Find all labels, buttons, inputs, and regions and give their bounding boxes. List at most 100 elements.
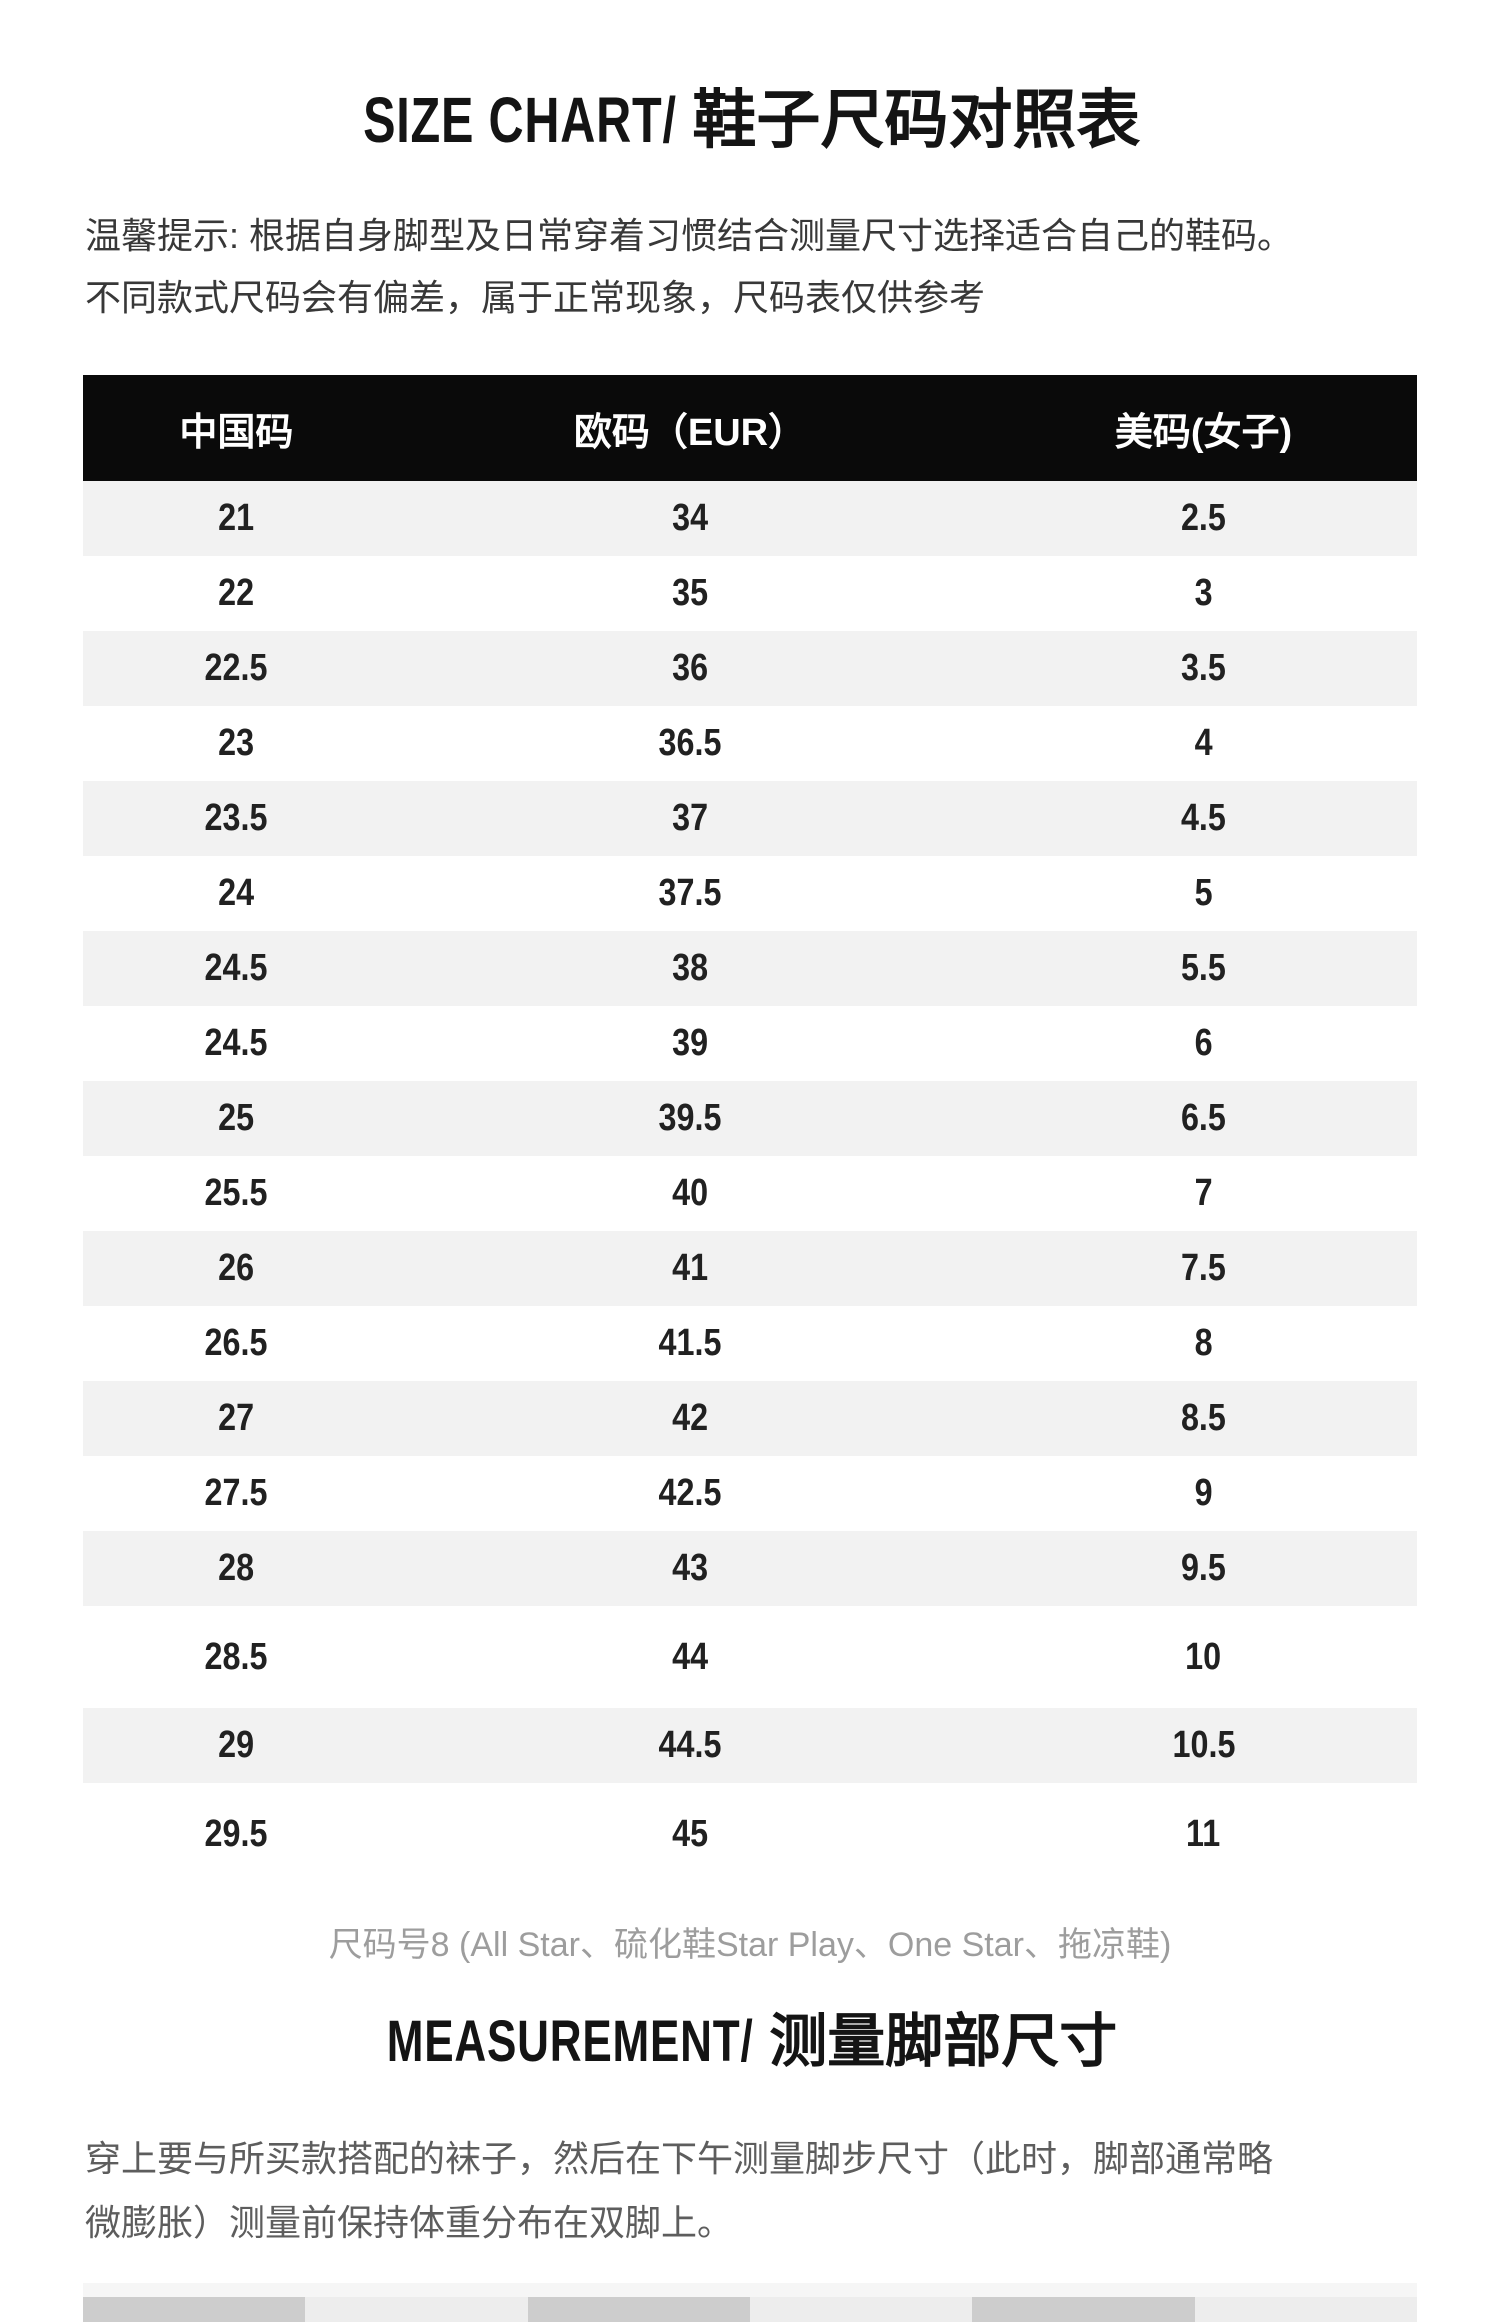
table-cell: 29 — [83, 1724, 390, 1767]
table-cell-value: 7 — [1194, 1172, 1213, 1214]
table-row: 29.5 45 11 — [83, 1783, 1417, 1885]
table-cell-value: 11 — [1186, 1812, 1221, 1855]
measurement-title-chinese: 测量脚部尺寸 — [769, 2009, 1118, 2074]
table-cell-value: 43 — [671, 1547, 708, 1589]
table-row: 22 35 3 — [83, 556, 1417, 631]
table-cell-value: 26 — [218, 1247, 255, 1289]
table-cell-value: 40 — [671, 1172, 708, 1214]
table-cell-value: 24.5 — [204, 947, 268, 989]
table-cell: 41.5 — [390, 1322, 990, 1365]
table-row: 28.5 44 10 — [83, 1606, 1417, 1708]
bottom-table-partial — [83, 2283, 1417, 2322]
table-cell: 27.5 — [83, 1472, 390, 1515]
table-cell-value: 28 — [218, 1547, 255, 1589]
table-cell-value: 7.5 — [1181, 1247, 1226, 1289]
table-cell: 41 — [390, 1247, 990, 1290]
table-cell: 3 — [990, 572, 1417, 615]
table-row: 23.5 37 4.5 — [83, 781, 1417, 856]
table-row: 27.5 42.5 9 — [83, 1456, 1417, 1531]
page-title-english: SIZE CHART/ — [362, 84, 677, 156]
table-cell: 9 — [990, 1472, 1417, 1515]
table-cell: 25.5 — [83, 1172, 390, 1215]
table-cell: 4.5 — [990, 797, 1417, 840]
size-table: 中国码 欧码（EUR） 美码(女子) 21 34 2.5 22 35 3 22.5 36 3.5… — [83, 375, 1417, 1885]
table-cell-value: 4 — [1194, 722, 1213, 764]
table-cell: 42 — [390, 1397, 990, 1440]
table-cell: 2.5 — [990, 497, 1417, 540]
bottom-table-cell — [83, 2297, 306, 2322]
table-cell-value: 45 — [671, 1812, 708, 1855]
table-cell: 10 — [990, 1636, 1417, 1679]
table-cell-value: 4.5 — [1181, 797, 1226, 839]
table-cell: 5.5 — [990, 947, 1417, 990]
bottom-table-cell — [527, 2297, 750, 2322]
table-cell-value: 22 — [218, 572, 255, 614]
table-cell-value: 26.5 — [204, 1322, 268, 1364]
table-cell: 37 — [390, 797, 990, 840]
table-cell-value: 39 — [671, 1022, 708, 1064]
page-title-chinese: 鞋子尺码对照表 — [692, 84, 1141, 156]
table-cell-value: 9 — [1194, 1472, 1213, 1514]
table-row: 29 44.5 10.5 — [83, 1708, 1417, 1783]
table-cell: 8.5 — [990, 1397, 1417, 1440]
table-cell: 27 — [83, 1397, 390, 1440]
table-cell-value: 25 — [218, 1097, 255, 1139]
table-cell: 28 — [83, 1547, 390, 1590]
table-cell: 21 — [83, 497, 390, 540]
measurement-instructions: 穿上要与所买款搭配的袜子，然后在下午测量脚步尺寸（此时，脚部通常略 微膨胀）测量… — [85, 2127, 1415, 2255]
table-cell: 7 — [990, 1172, 1417, 1215]
table-cell: 26 — [83, 1247, 390, 1290]
table-cell-value: 23.5 — [204, 797, 268, 839]
table-cell: 24 — [83, 872, 390, 915]
table-cell-value: 29 — [218, 1724, 255, 1766]
table-cell: 4 — [990, 722, 1417, 765]
table-cell: 26.5 — [83, 1322, 390, 1365]
table-cell-value: 27.5 — [204, 1472, 268, 1514]
table-row: 24.5 38 5.5 — [83, 931, 1417, 1006]
table-cell: 28.5 — [83, 1636, 390, 1679]
table-cell: 5 — [990, 872, 1417, 915]
table-cell-value: 36 — [671, 647, 708, 689]
table-cell-value: 5.5 — [1181, 947, 1226, 989]
table-cell-value: 3.5 — [1181, 647, 1226, 689]
table-cell-value: 2.5 — [1181, 497, 1226, 539]
table-row: 24.5 39 6 — [83, 1006, 1417, 1081]
table-cell: 34 — [390, 497, 990, 540]
table-row: 23 36.5 4 — [83, 706, 1417, 781]
measurement-title-english: MEASUREMENT/ — [386, 2009, 754, 2074]
table-cell: 11 — [990, 1813, 1417, 1856]
size-table-body: 21 34 2.5 22 35 3 22.5 36 3.5 23 36.5 4 23.5 37 4.5 24 3… — [83, 481, 1417, 1885]
table-cell: 44 — [390, 1636, 990, 1679]
table-cell: 36.5 — [390, 722, 990, 765]
table-cell: 24.5 — [83, 947, 390, 990]
table-cell-value: 23 — [218, 722, 255, 764]
table-row: 22.5 36 3.5 — [83, 631, 1417, 706]
bottom-table-cell — [749, 2297, 973, 2322]
table-cell-value: 6.5 — [1181, 1097, 1226, 1139]
page-title: SIZE CHART/鞋子尺码对照表 — [0, 0, 1500, 159]
table-cell-value: 29.5 — [204, 1812, 268, 1855]
table-cell-value: 3 — [1194, 572, 1213, 614]
table-cell-value: 10 — [1185, 1635, 1222, 1678]
table-cell: 3.5 — [990, 647, 1417, 690]
measurement-instructions-line-1: 穿上要与所买款搭配的袜子，然后在下午测量脚步尺寸（此时，脚部通常略 — [85, 2138, 1274, 2179]
table-cell-value: 42.5 — [658, 1472, 722, 1514]
column-header-eur-size: 欧码（EUR） — [573, 411, 807, 454]
table-cell: 22.5 — [83, 647, 390, 690]
table-cell-value: 37 — [671, 797, 708, 839]
table-cell: 7.5 — [990, 1247, 1417, 1290]
table-row: 25 39.5 6.5 — [83, 1081, 1417, 1156]
table-cell: 43 — [390, 1547, 990, 1590]
table-cell-value: 38 — [671, 947, 708, 989]
intro-note-line-1: 温馨提示: 根据自身脚型及日常穿着习惯结合测量尺寸选择适合自己的鞋码。 — [85, 215, 1294, 256]
table-cell-value: 21 — [218, 497, 255, 539]
table-cell: 22 — [83, 572, 390, 615]
table-cell-value: 41.5 — [658, 1322, 722, 1364]
table-cell: 8 — [990, 1322, 1417, 1365]
bottom-table-cell — [1194, 2297, 1417, 2322]
table-cell: 23 — [83, 722, 390, 765]
bottom-table-cell — [972, 2297, 1195, 2322]
measurement-instructions-line-2: 微膨胀）测量前保持体重分布在双脚上。 — [85, 2202, 734, 2243]
table-row: 21 34 2.5 — [83, 481, 1417, 556]
table-cell-value: 27 — [218, 1397, 255, 1439]
